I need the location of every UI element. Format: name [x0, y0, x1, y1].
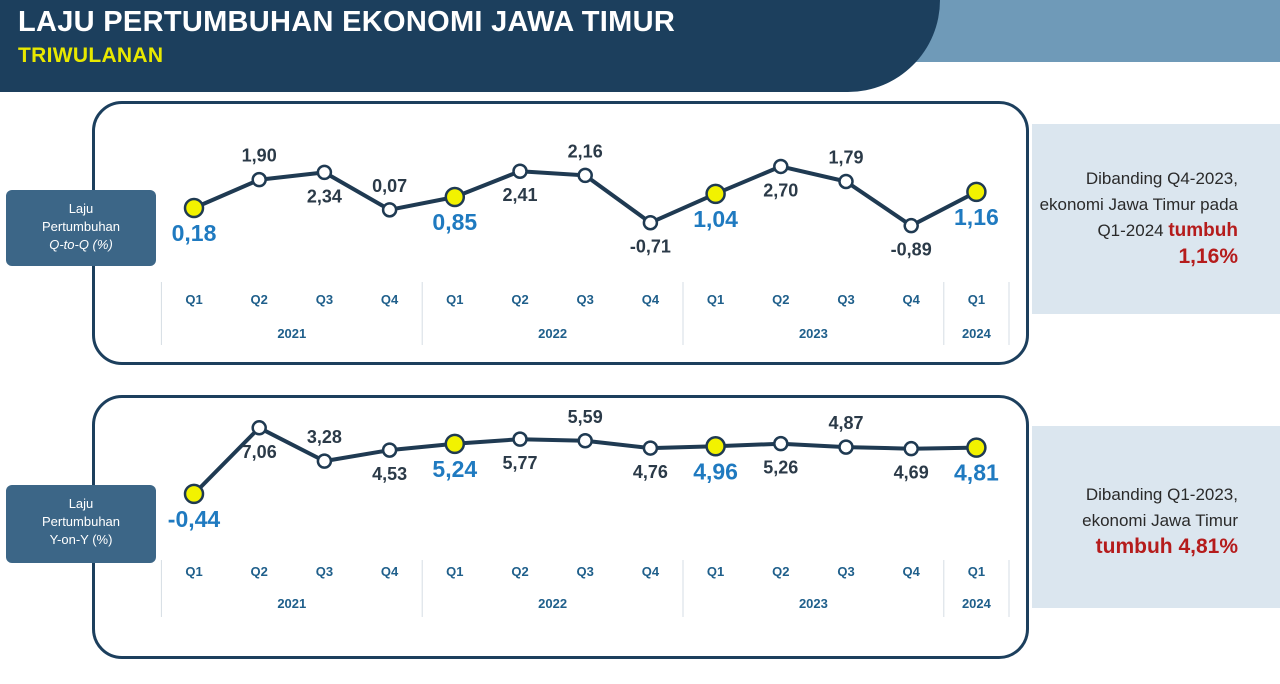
yy-data-point [183, 483, 205, 505]
yy-data-label: 3,28 [307, 427, 342, 447]
qq-data-label: 2,16 [568, 141, 603, 161]
qq-data-point [381, 202, 398, 218]
qq-quarter-label: Q1 [968, 292, 985, 307]
yy-data-label: 4,81 [954, 460, 999, 486]
yy-quarter-label: Q2 [511, 564, 528, 579]
yy-quarter-label: Q1 [968, 564, 985, 579]
qq-data-point [642, 214, 659, 231]
yy-data-label: 4,53 [372, 464, 407, 484]
yy-data-label: 5,24 [432, 456, 477, 482]
qq-chart-panel [92, 101, 1029, 365]
yy-data-point [642, 440, 659, 456]
qq-quarter-label: Q3 [577, 292, 594, 307]
qq-series-label: Laju Pertumbuhan Q-to-Q (%) [6, 190, 156, 266]
yy-data-label: 4,87 [828, 413, 863, 433]
qq-data-point [705, 183, 726, 205]
qq-data-label: 1,90 [242, 146, 277, 166]
yy-data-point [773, 435, 789, 452]
yy-data-point [251, 420, 267, 436]
yy-info-box: Dibanding Q1-2023, ekonomi Jawa Timur tu… [1032, 426, 1280, 608]
qq-data-point [316, 164, 333, 181]
qq-year-label: 2022 [538, 326, 567, 341]
yy-quarter-label: Q3 [837, 564, 854, 579]
yy-year-label: 2023 [799, 596, 828, 611]
yy-data-point [838, 439, 854, 455]
qq-quarter-label: Q1 [185, 292, 202, 307]
yy-data-point [966, 437, 987, 458]
yy-data-label: 7,06 [242, 442, 277, 462]
qq-data-point [966, 181, 987, 203]
qq-quarter-label: Q4 [903, 292, 921, 307]
qq-year-label: 2021 [277, 326, 306, 341]
yy-info-emphasis: tumbuh 4,81% [1095, 535, 1238, 558]
qq-info-value: 1,16% [1178, 245, 1238, 268]
qq-year-label: 2024 [962, 326, 992, 341]
qq-quarter-label: Q4 [381, 292, 399, 307]
yy-data-label: 5,77 [502, 453, 537, 473]
qq-data-point [251, 171, 267, 188]
qq-year-label: 2023 [799, 326, 828, 341]
qq-quarter-label: Q4 [642, 292, 660, 307]
yy-data-label: -0,44 [168, 506, 221, 532]
yy-quarter-label: Q1 [185, 564, 202, 579]
qq-data-label: 0,07 [372, 176, 407, 196]
yy-data-label: 4,96 [693, 458, 738, 484]
yy-quarter-label: Q4 [903, 564, 921, 579]
qq-data-label: -0,89 [891, 240, 932, 260]
qq-data-label: 0,18 [172, 220, 217, 246]
yy-quarter-label: Q4 [642, 564, 660, 579]
qq-data-point [577, 167, 593, 184]
qq-quarter-label: Q2 [511, 292, 528, 307]
yy-year-label: 2022 [538, 596, 567, 611]
yy-quarter-label: Q2 [251, 564, 268, 579]
qq-quarter-label: Q2 [772, 292, 789, 307]
qq-quarter-label: Q1 [446, 292, 463, 307]
yy-quarter-label: Q1 [707, 564, 724, 579]
yy-quarter-label: Q3 [316, 564, 333, 579]
yy-quarter-label: Q3 [577, 564, 594, 579]
qq-data-label: 1,16 [954, 204, 999, 230]
yy-data-point [705, 436, 726, 457]
yy-quarter-label: Q2 [772, 564, 789, 579]
page-subtitle: TRIWULANAN [18, 44, 164, 67]
qq-data-point [838, 173, 854, 190]
qq-info-emphasis: tumbuh [1168, 220, 1238, 241]
yy-year-label: 2021 [277, 596, 306, 611]
qq-data-label: 2,70 [763, 180, 798, 200]
qq-data-point [444, 186, 466, 208]
qq-info-box: Dibanding Q4-2023, ekonomi Jawa Timur pa… [1032, 124, 1280, 314]
qq-quarter-label: Q2 [251, 292, 268, 307]
yy-data-point [903, 440, 919, 457]
yy-quarter-label: Q1 [446, 564, 463, 579]
yy-data-label: 5,26 [763, 458, 798, 478]
qq-data-point [773, 158, 789, 175]
qq-quarter-label: Q3 [316, 292, 333, 307]
yy-series-label: Laju Pertumbuhan Y-on-Y (%) [6, 485, 156, 563]
qq-data-label: 1,79 [828, 147, 863, 167]
yy-data-point [316, 453, 333, 469]
qq-data-label: 1,04 [693, 206, 738, 232]
yy-data-point [381, 442, 398, 458]
yy-data-label: 5,59 [568, 407, 603, 427]
yy-quarter-label: Q4 [381, 564, 399, 579]
yy-data-point [444, 433, 466, 455]
qq-data-label: 0,85 [432, 209, 477, 235]
header-banner: LAJU PERTUMBUHAN EKONOMI JAWA TIMUR TRIW… [0, 0, 940, 92]
qq-data-label: 2,34 [307, 186, 342, 206]
qq-data-label: 2,41 [502, 185, 537, 205]
page-title: LAJU PERTUMBUHAN EKONOMI JAWA TIMUR [18, 6, 676, 38]
yy-data-label: 4,69 [894, 463, 929, 483]
yy-year-label: 2024 [962, 596, 992, 611]
qq-data-point [903, 217, 919, 234]
yy-data-label: 4,76 [633, 462, 668, 482]
yy-data-point [512, 431, 528, 447]
yy-data-point [577, 433, 593, 449]
qq-quarter-label: Q1 [707, 292, 724, 307]
qq-quarter-label: Q3 [837, 292, 854, 307]
qq-data-point [512, 163, 528, 179]
qq-data-point [183, 197, 205, 219]
qq-data-label: -0,71 [630, 237, 671, 257]
